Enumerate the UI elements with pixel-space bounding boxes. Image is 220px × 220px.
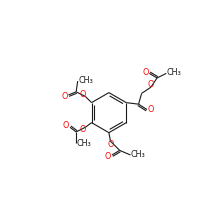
Text: CH₃: CH₃ bbox=[167, 68, 181, 77]
Text: CH₃: CH₃ bbox=[78, 76, 93, 85]
Text: O: O bbox=[61, 92, 68, 101]
Text: O: O bbox=[105, 152, 111, 161]
Text: O: O bbox=[107, 140, 114, 149]
Text: O: O bbox=[148, 105, 154, 114]
Text: O: O bbox=[80, 125, 86, 134]
Text: CH₃: CH₃ bbox=[131, 150, 146, 160]
Text: O: O bbox=[142, 68, 149, 77]
Text: O: O bbox=[80, 90, 86, 99]
Text: CH₃: CH₃ bbox=[77, 139, 91, 148]
Text: O: O bbox=[63, 121, 69, 130]
Text: O: O bbox=[148, 80, 154, 89]
